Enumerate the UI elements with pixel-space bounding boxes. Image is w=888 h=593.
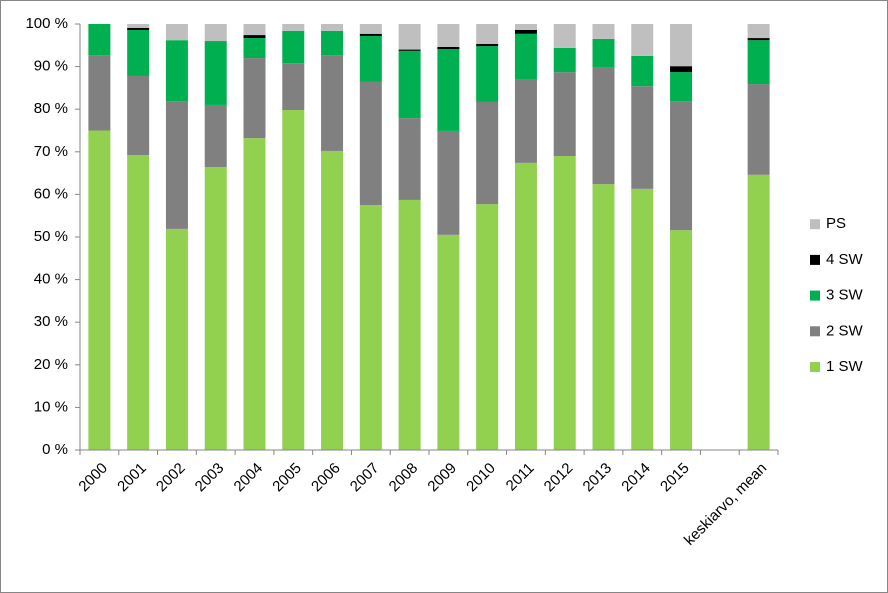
bar-segment — [514, 162, 537, 450]
legend-label: 2 SW — [826, 322, 864, 339]
bar-segment — [204, 24, 227, 42]
bar-segment — [631, 24, 654, 56]
bar-segment — [165, 24, 188, 41]
y-tick-label: 30 % — [34, 313, 68, 330]
bar-segment — [204, 41, 227, 105]
bar-segment — [359, 33, 382, 36]
bar-segment — [282, 30, 305, 64]
bar-segment — [282, 24, 305, 31]
legend-label: PS — [826, 215, 846, 232]
bar-segment — [670, 72, 693, 102]
bar-segment — [747, 38, 770, 41]
bar-segment — [127, 75, 150, 156]
y-tick-label: 80 % — [34, 100, 68, 117]
bar-segment — [553, 156, 576, 450]
bar-segment — [243, 138, 266, 450]
legend-label: 1 SW — [826, 358, 864, 375]
bar-segment — [553, 72, 576, 157]
bar-segment — [747, 84, 770, 175]
bar-segment — [127, 27, 150, 30]
bar-segment — [243, 58, 266, 139]
bar-segment — [165, 40, 188, 102]
bar-segment — [243, 24, 266, 36]
y-tick-label: 0 % — [42, 441, 68, 458]
y-tick-label: 40 % — [34, 271, 68, 288]
bar-segment — [437, 24, 460, 48]
bar-segment — [747, 24, 770, 39]
bar-segment — [670, 24, 693, 67]
bar-segment — [127, 155, 150, 450]
bar-segment — [514, 29, 537, 34]
bar-segment — [514, 24, 537, 30]
legend-swatch — [810, 254, 820, 265]
bar-segment — [359, 35, 382, 82]
bar-segment — [631, 86, 654, 189]
bar-segment — [437, 49, 460, 131]
bar-segment — [514, 33, 537, 80]
bar-segment — [282, 110, 305, 450]
bar-segment — [127, 29, 150, 76]
bar-segment — [243, 35, 266, 39]
bar-segment — [398, 50, 421, 119]
bar-segment — [670, 66, 693, 73]
bar-segment — [359, 24, 382, 34]
bar-segment — [165, 101, 188, 229]
bar-segment — [88, 24, 111, 56]
bar-segment — [127, 24, 150, 28]
bar-segment — [553, 24, 576, 48]
bar-segment — [437, 130, 460, 235]
bar-segment — [398, 199, 421, 450]
legend-swatch — [810, 362, 820, 372]
bar-segment — [592, 184, 615, 450]
bar-segment — [243, 38, 266, 59]
y-tick-label: 100 % — [25, 15, 68, 32]
bar-segment — [592, 38, 615, 68]
bar-segment — [747, 40, 770, 85]
legend-swatch — [810, 290, 820, 301]
bar-segment — [437, 234, 460, 450]
y-tick-label: 10 % — [34, 398, 68, 415]
bar-segment — [359, 205, 382, 450]
bar-segment — [321, 150, 344, 450]
bar-segment — [670, 230, 693, 450]
bar-segment — [165, 228, 188, 450]
bar-segment — [747, 174, 770, 450]
bar-segment — [476, 46, 499, 102]
legend-label: 3 SW — [826, 287, 864, 304]
bar-segment — [88, 55, 111, 131]
bar-segment — [553, 47, 576, 73]
bar-segment — [592, 24, 615, 39]
legend-label: 4 SW — [826, 251, 864, 268]
y-tick-label: 90 % — [34, 58, 68, 75]
bar-segment — [204, 104, 227, 168]
bar-segment — [398, 24, 421, 50]
y-tick-label: 50 % — [34, 228, 68, 245]
bar-segment — [321, 30, 344, 56]
bar-segment — [321, 24, 344, 31]
bar-segment — [398, 118, 421, 200]
y-tick-label: 60 % — [34, 185, 68, 202]
bar-segment — [476, 24, 499, 45]
y-tick-label: 70 % — [34, 143, 68, 160]
legend-swatch — [810, 326, 820, 337]
bar-segment — [398, 49, 421, 51]
bar-segment — [592, 67, 615, 185]
y-tick-label: 20 % — [34, 356, 68, 373]
bar-segment — [476, 204, 499, 450]
bar-segment — [88, 130, 111, 450]
bar-segment — [631, 55, 654, 87]
bar-segment — [514, 79, 537, 163]
bar-segment — [359, 81, 382, 206]
bar-segment — [476, 44, 499, 47]
bar-segment — [204, 167, 227, 451]
bar-segment — [282, 63, 305, 111]
bar-segment — [437, 47, 460, 50]
bar-segment — [670, 101, 693, 231]
legend-swatch — [810, 219, 820, 230]
bar-segment — [476, 101, 499, 205]
bar-segment — [321, 55, 344, 151]
bar-segment — [631, 188, 654, 450]
